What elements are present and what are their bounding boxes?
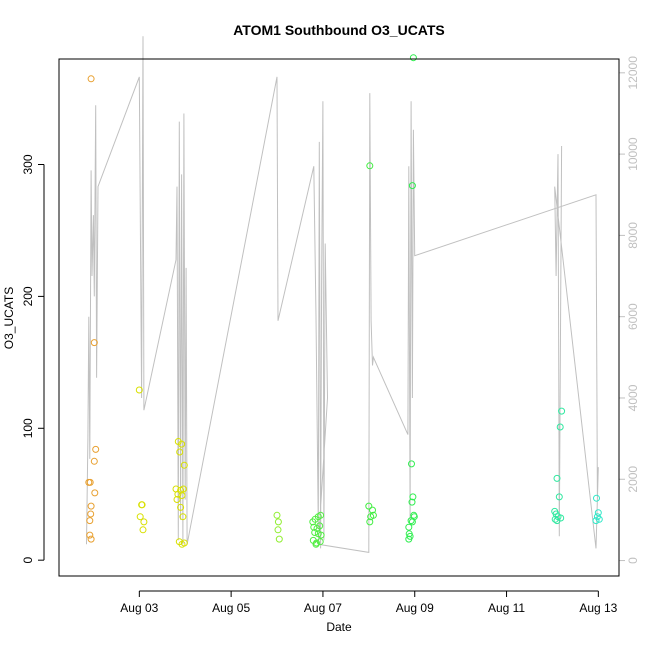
y-tick-label: 200 [21, 286, 35, 306]
data-point [136, 513, 144, 521]
y2-tick-label: 8000 [626, 222, 640, 249]
data-point [408, 498, 416, 506]
data-point [405, 535, 413, 543]
y-tick-label: 300 [21, 154, 35, 174]
data-point [139, 526, 147, 534]
x-tick-label: Aug 05 [212, 601, 250, 615]
data-point [275, 535, 283, 543]
o3-points-series [85, 54, 603, 548]
data-point [316, 522, 324, 530]
data-point [553, 474, 561, 482]
data-point [312, 540, 320, 548]
data-point [177, 503, 185, 511]
data-point [366, 162, 374, 170]
y-tick-label: 0 [21, 557, 35, 564]
data-point [555, 493, 563, 501]
data-point [92, 445, 100, 453]
y2-tick-label: 6000 [626, 303, 640, 330]
data-point [86, 517, 94, 525]
data-point [179, 485, 187, 493]
data-point [408, 460, 415, 468]
y2-tick-label: 4000 [626, 384, 640, 411]
y-tick-label: 100 [21, 418, 35, 438]
data-point [409, 493, 417, 501]
x-tick-label: Aug 13 [579, 601, 617, 615]
data-point [408, 182, 416, 190]
data-point [592, 517, 600, 525]
data-point [409, 54, 417, 62]
data-point [87, 75, 95, 83]
data-point [593, 494, 600, 502]
data-point [317, 531, 325, 539]
data-point [405, 523, 413, 531]
data-point [369, 511, 377, 519]
data-point [86, 531, 94, 539]
data-point [90, 339, 98, 347]
x-tick-label: Aug 09 [396, 601, 434, 615]
data-point [365, 502, 373, 510]
data-point [87, 510, 95, 518]
chart-title: ATOM1 Southbound O3_UCATS [233, 22, 445, 38]
right-axis-series-line [86, 36, 599, 553]
data-point [595, 515, 603, 523]
data-point [140, 518, 148, 526]
data-point [408, 518, 416, 526]
data-point [178, 492, 186, 499]
data-point [174, 490, 182, 498]
data-point [179, 513, 187, 521]
y2-tick-label: 12000 [626, 56, 640, 90]
data-point [178, 440, 186, 448]
data-point [90, 457, 98, 465]
data-point [553, 517, 561, 525]
plot-frame [58, 58, 620, 577]
y-axis-label: O3_UCATS [2, 287, 16, 349]
data-point [180, 461, 188, 469]
data-point [273, 511, 281, 519]
data-point [558, 407, 566, 415]
data-point [173, 496, 181, 503]
x-tick-label: Aug 07 [304, 601, 342, 615]
right-axis-line-series [86, 36, 599, 553]
data-point [91, 489, 99, 497]
data-point [366, 518, 374, 526]
y2-tick-label: 0 [626, 557, 640, 564]
data-point [556, 423, 564, 431]
y2-tick-label: 10000 [626, 137, 640, 171]
data-point [138, 501, 146, 509]
data-point [135, 386, 143, 394]
data-point [317, 511, 325, 519]
x-axis-label: Date [326, 620, 352, 634]
data-point [86, 478, 94, 486]
data-point [176, 448, 184, 456]
x-tick-label: Aug 03 [120, 601, 158, 615]
y2-tick-label: 2000 [626, 466, 640, 493]
data-point [594, 509, 602, 517]
data-point [274, 518, 282, 526]
data-point [407, 517, 415, 525]
data-point [274, 526, 282, 534]
data-point [87, 535, 95, 543]
x-tick-label: Aug 11 [488, 601, 525, 615]
data-point [180, 539, 188, 547]
data-point [87, 502, 95, 510]
axes: Aug 03 Aug 05 Aug 07 Aug 09 Aug 11 Aug 13 0 100… [21, 56, 640, 615]
data-point [369, 506, 376, 514]
data-point [311, 529, 319, 536]
